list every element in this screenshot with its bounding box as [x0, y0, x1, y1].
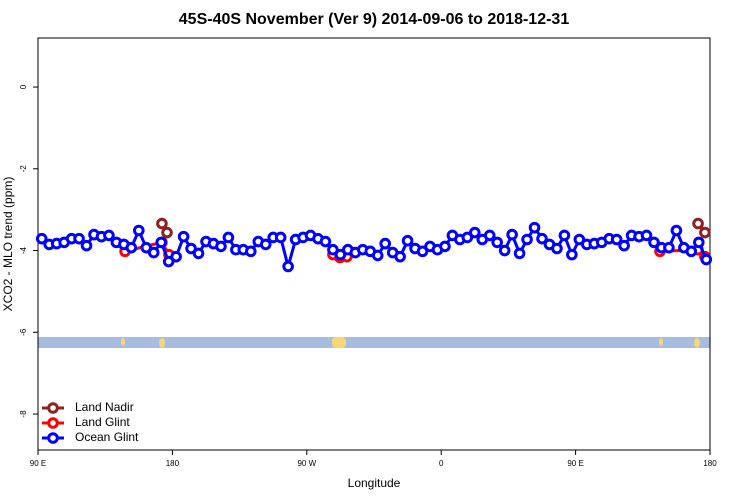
point [73, 232, 85, 245]
point [528, 221, 541, 234]
point [692, 217, 704, 230]
x-tick-label: 90 E [30, 459, 46, 468]
y-axis-label: XCO2 - MLO trend (ppm) [1, 177, 15, 312]
point [401, 234, 414, 247]
x-axis-label: Longitude [348, 476, 401, 490]
y-tick-label: -2 [19, 165, 28, 173]
legend-label: Land Nadir [75, 400, 134, 414]
point [648, 236, 660, 249]
legend-label: Land Glint [75, 415, 130, 429]
point [685, 245, 698, 258]
point [670, 224, 683, 237]
point [610, 233, 623, 246]
point [177, 230, 190, 243]
x-tick-label: 180 [703, 459, 717, 468]
point [551, 242, 563, 255]
point [170, 250, 182, 263]
y-tick-label: -6 [19, 328, 28, 336]
point [699, 226, 711, 239]
point [185, 242, 197, 255]
plot-frame [37, 37, 711, 451]
point [498, 244, 511, 257]
point [140, 241, 153, 254]
y-tick-label: -8 [19, 410, 28, 418]
point [491, 236, 504, 249]
point [222, 231, 235, 244]
land-sea-strip [38, 337, 710, 348]
legend-marker [47, 432, 59, 444]
x-tick-label: 180 [166, 459, 180, 468]
point [469, 226, 481, 239]
point [192, 247, 205, 260]
legend-label: Ocean Glint [75, 430, 139, 444]
point [147, 246, 160, 259]
point [155, 236, 167, 249]
y-tick-label: 0 [19, 84, 28, 89]
point [506, 228, 518, 241]
point [327, 243, 339, 256]
point [663, 241, 675, 254]
point [371, 249, 384, 262]
point [133, 224, 145, 237]
point [282, 260, 294, 273]
point [640, 229, 653, 242]
point [521, 233, 533, 246]
point [618, 239, 630, 252]
point [483, 229, 496, 242]
point [161, 226, 173, 239]
series-line [160, 222, 707, 234]
point [259, 238, 272, 251]
point [274, 231, 287, 244]
point [162, 255, 175, 268]
point [566, 248, 578, 261]
point [319, 235, 332, 248]
point [416, 245, 429, 258]
point [573, 233, 586, 246]
point [80, 239, 93, 252]
point [394, 250, 406, 263]
point [103, 229, 115, 242]
point [125, 241, 138, 254]
x-tick-label: 90 W [297, 459, 316, 468]
point [536, 232, 548, 245]
point [461, 231, 474, 244]
chart-title: 45S-40S November (Ver 9) 2014-09-06 to 2… [179, 11, 570, 28]
point [245, 245, 257, 258]
point [35, 232, 48, 245]
point [700, 253, 713, 266]
x-tick-label: 0 [439, 459, 444, 468]
point [513, 247, 526, 260]
point [215, 240, 227, 253]
point [439, 240, 451, 253]
point [558, 229, 571, 242]
legend-marker [47, 402, 59, 414]
y-tick-label: -4 [19, 246, 28, 254]
legend-marker [47, 417, 59, 429]
point [693, 236, 705, 249]
point [334, 248, 347, 261]
point [156, 217, 168, 230]
x-tick-label: 90 E [567, 459, 583, 468]
point [379, 237, 392, 250]
